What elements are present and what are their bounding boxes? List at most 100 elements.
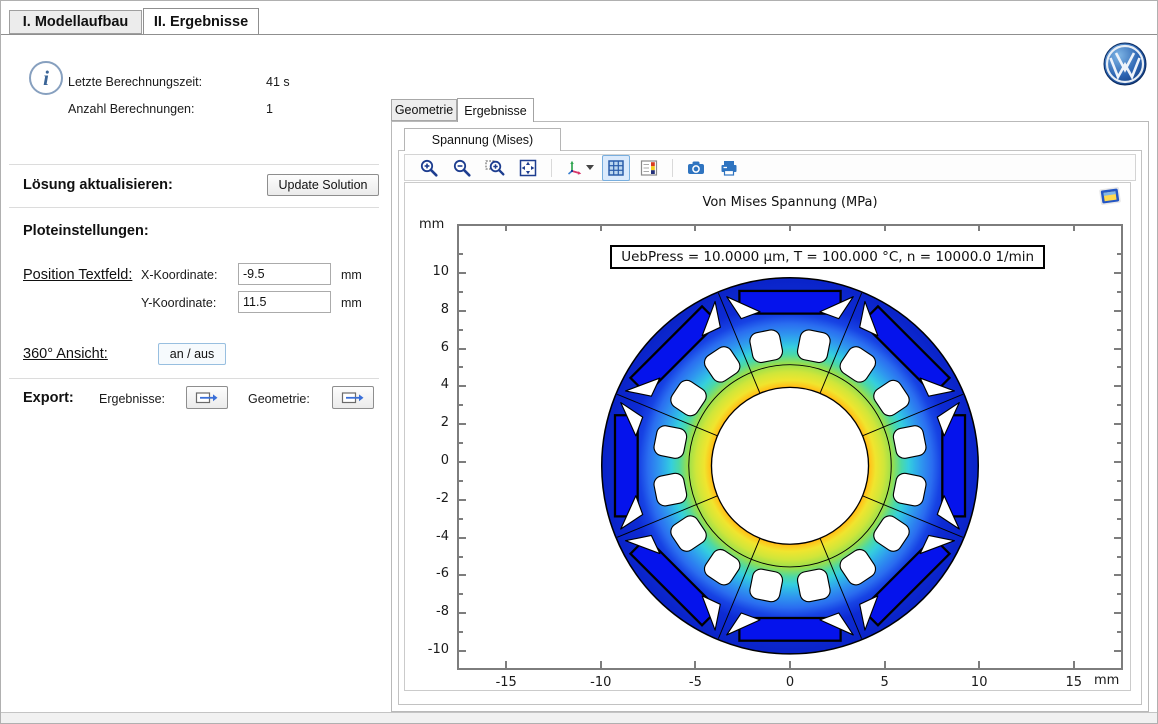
tick-mark (459, 348, 466, 350)
tick-mark (459, 385, 466, 387)
tick-mark (459, 366, 463, 368)
tick-mark (1117, 291, 1121, 293)
view-orientation-button[interactable] (561, 155, 597, 181)
zoom-box-icon (485, 158, 505, 178)
tick-mark (884, 226, 886, 231)
tick-mark (1117, 404, 1121, 406)
tick-label: -4 (409, 529, 449, 544)
color-legend-button[interactable] (635, 155, 663, 181)
export-results-button[interactable] (186, 386, 228, 409)
export-icon (341, 391, 365, 405)
x-coordinate-unit: mm (341, 268, 362, 282)
tick-mark (459, 518, 463, 520)
snapshot-button[interactable] (682, 155, 710, 181)
tick-mark (459, 461, 466, 463)
tick-mark (1117, 442, 1121, 444)
tick-mark (1117, 329, 1121, 331)
tabbar-divider (1, 34, 1158, 35)
tick-label: 10 (965, 675, 993, 690)
zoom-extents-icon (518, 158, 538, 178)
zoom-in-button[interactable] (415, 155, 443, 181)
tick-mark (600, 226, 602, 231)
plot-thumbnail-icon[interactable] (1098, 186, 1122, 207)
tab-ergebnisse[interactable]: II. Ergebnisse (143, 8, 259, 34)
divider (9, 164, 379, 165)
graphics-area[interactable]: Von Mises Spannung (MPa) mm mm UebPress … (404, 182, 1131, 691)
zoom-extents-button[interactable] (514, 155, 542, 181)
tick-label: 6 (409, 340, 449, 355)
tick-mark (459, 612, 466, 614)
tick-label: 15 (1060, 675, 1088, 690)
info-icon: i (29, 61, 63, 95)
tick-mark (1114, 423, 1121, 425)
tab-ergebnisse-label: II. Ergebnisse (154, 14, 248, 30)
tab-geometrie[interactable]: Geometrie (391, 99, 457, 121)
tick-mark (459, 423, 466, 425)
tick-mark (459, 253, 463, 255)
last-computation-label: Letzte Berechnungszeit: (68, 75, 202, 89)
tick-mark (600, 661, 602, 668)
tick-mark (459, 650, 466, 652)
tab-spannung-mises[interactable]: Spannung (Mises) (404, 128, 561, 151)
tick-mark (459, 404, 463, 406)
update-solution-button[interactable]: Update Solution (267, 174, 379, 196)
tab-modellaufbau[interactable]: I. Modellaufbau (9, 10, 142, 34)
grid-toggle-button[interactable] (602, 155, 630, 181)
x-coordinate-input[interactable] (238, 263, 331, 285)
print-button[interactable] (715, 155, 743, 181)
zoom-box-button[interactable] (481, 155, 509, 181)
toolbar-separator (672, 159, 673, 177)
toolbar-separator (551, 159, 552, 177)
tick-label: 0 (776, 675, 804, 690)
update-solution-label: Lösung aktualisieren: (23, 177, 173, 193)
grid-icon (606, 158, 626, 178)
plot-toolbar (404, 154, 1136, 181)
tick-mark (459, 556, 463, 558)
tick-mark (789, 226, 791, 231)
tick-mark (505, 661, 507, 668)
tick-mark (459, 272, 466, 274)
export-results-label: Ergebnisse: (99, 392, 165, 406)
tick-mark (1117, 366, 1121, 368)
tick-mark (1114, 348, 1121, 350)
divider (9, 207, 379, 208)
plot-settings-heading: Ploteinstellungen: (23, 223, 149, 239)
export-geometry-button[interactable] (332, 386, 374, 409)
y-coordinate-label: Y-Koordinate: (141, 296, 216, 310)
printer-icon (719, 158, 739, 178)
tick-label: -10 (587, 675, 615, 690)
tick-mark (789, 661, 791, 668)
tick-mark (978, 661, 980, 668)
tick-label: 5 (871, 675, 899, 690)
tick-label: 0 (409, 453, 449, 468)
y-coordinate-input[interactable] (238, 291, 331, 313)
tab-panel-ergebnisse[interactable]: Ergebnisse (457, 98, 534, 122)
computation-count-value: 1 (266, 102, 273, 116)
view-orientation-icon (564, 158, 584, 178)
tick-mark (1117, 556, 1121, 558)
zoom-out-button[interactable] (448, 155, 476, 181)
export-heading: Export: (23, 390, 74, 406)
y-axis-unit: mm (419, 217, 444, 232)
tick-mark (1114, 537, 1121, 539)
export-icon (195, 391, 219, 405)
tick-mark (1073, 661, 1075, 668)
tick-mark (459, 291, 463, 293)
export-geometry-label: Geometrie: (248, 392, 310, 406)
tab-panel-ergebnisse-label: Ergebnisse (464, 104, 527, 118)
tick-mark (1114, 574, 1121, 576)
plot-axes-frame (457, 224, 1123, 670)
view-360-toggle-label: an / aus (170, 347, 214, 361)
tab-geometrie-label: Geometrie (395, 103, 453, 117)
tick-mark (1117, 518, 1121, 520)
tick-label: -2 (409, 491, 449, 506)
tab-modellaufbau-label: I. Modellaufbau (23, 14, 129, 30)
camera-icon (686, 158, 706, 178)
tick-label: 8 (409, 302, 449, 317)
view-360-toggle-button[interactable]: an / aus (158, 343, 226, 365)
tick-mark (1117, 480, 1121, 482)
last-computation-value: 41 s (266, 75, 290, 89)
tick-mark (978, 226, 980, 231)
tick-label: -8 (409, 604, 449, 619)
zoom-out-icon (452, 158, 472, 178)
